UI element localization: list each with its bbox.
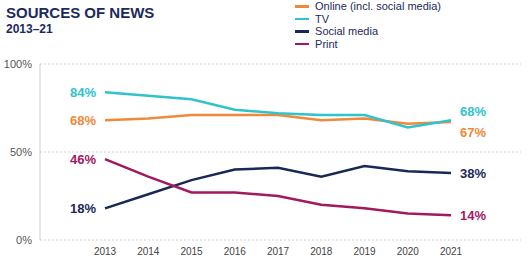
svg-text:38%: 38% bbox=[460, 166, 486, 181]
svg-text:2013: 2013 bbox=[94, 246, 117, 257]
html-text:Print: Print bbox=[315, 37, 338, 50]
svg-text:2014: 2014 bbox=[137, 246, 160, 257]
svg-text:14%: 14% bbox=[460, 208, 486, 223]
svg-text:100%: 100% bbox=[8, 58, 32, 70]
svg-text:2020: 2020 bbox=[397, 246, 420, 257]
html-text:SOURCES OF NEWS: SOURCES OF NEWS bbox=[6, 4, 155, 21]
svg-text:46%: 46% bbox=[70, 152, 96, 167]
html-text:Social media: Social media bbox=[315, 25, 378, 37]
html-text:2013–21: 2013–21 bbox=[6, 22, 53, 36]
html-text:TV: TV bbox=[315, 12, 330, 25]
svg-text:18%: 18% bbox=[70, 201, 96, 216]
svg-text:2018: 2018 bbox=[310, 246, 333, 257]
svg-text:84%: 84% bbox=[70, 85, 96, 100]
svg-text:68%: 68% bbox=[460, 104, 486, 119]
svg-text:0%: 0% bbox=[16, 234, 32, 246]
svg-text:2019: 2019 bbox=[353, 246, 376, 257]
svg-text:2021: 2021 bbox=[440, 246, 463, 257]
svg-text:2015: 2015 bbox=[180, 246, 203, 257]
svg-text:68%: 68% bbox=[70, 113, 96, 128]
svg-text:2017: 2017 bbox=[267, 246, 290, 257]
svg-text:67%: 67% bbox=[460, 125, 486, 140]
html-text:Online (incl. social media): Online (incl. social media) bbox=[315, 0, 441, 12]
svg-text:50%: 50% bbox=[10, 146, 32, 158]
svg-text:2016: 2016 bbox=[224, 246, 247, 257]
